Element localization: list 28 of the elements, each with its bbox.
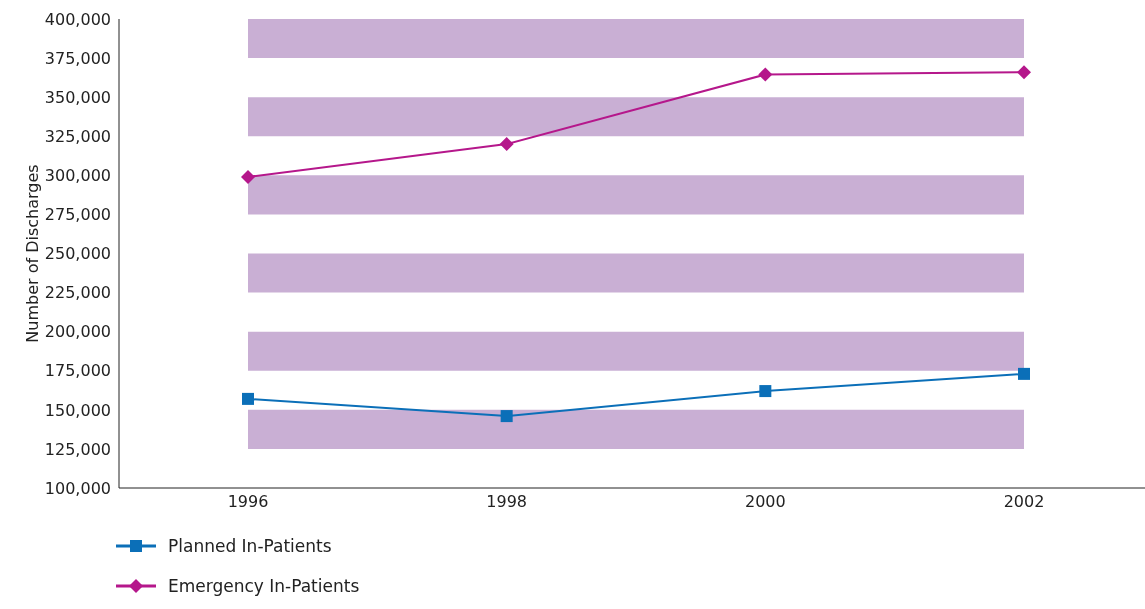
- point: [242, 392, 254, 405]
- y-tick-label: 150,000: [44, 400, 111, 420]
- point: [759, 385, 772, 398]
- y-tick-label: 325,000: [44, 126, 111, 146]
- point: [1017, 65, 1031, 80]
- point: [500, 410, 513, 423]
- point: [499, 137, 514, 152]
- y-tick-label: 225,000: [44, 283, 111, 303]
- y-axis-title: Number of Discharges: [22, 164, 42, 343]
- x-tick-label: 1998: [486, 492, 528, 512]
- y-tick-label: 275,000: [44, 205, 111, 225]
- y-tick-label: 375,000: [44, 48, 111, 68]
- x-tick-label: 2000: [744, 492, 786, 512]
- point: [241, 169, 255, 184]
- y-tick-label: 300,000: [44, 166, 111, 186]
- x-tick-label: 2002: [1003, 492, 1045, 512]
- legend-label: Emergency In-Patients: [168, 576, 360, 596]
- y-tick-label: 350,000: [44, 87, 111, 107]
- y-tick-label: 175,000: [44, 361, 111, 381]
- y-tick-label: 250,000: [44, 244, 111, 264]
- y-tick-label: 400,000: [44, 9, 111, 29]
- point: [758, 67, 773, 82]
- point: [1018, 367, 1030, 380]
- y-tick-label: 200,000: [44, 322, 111, 342]
- x-tick-label: 1996: [227, 492, 269, 512]
- y-tick-label: 100,000: [44, 478, 111, 498]
- legend-label: Planned In-Patients: [168, 536, 332, 556]
- y-tick-label: 125,000: [44, 439, 111, 459]
